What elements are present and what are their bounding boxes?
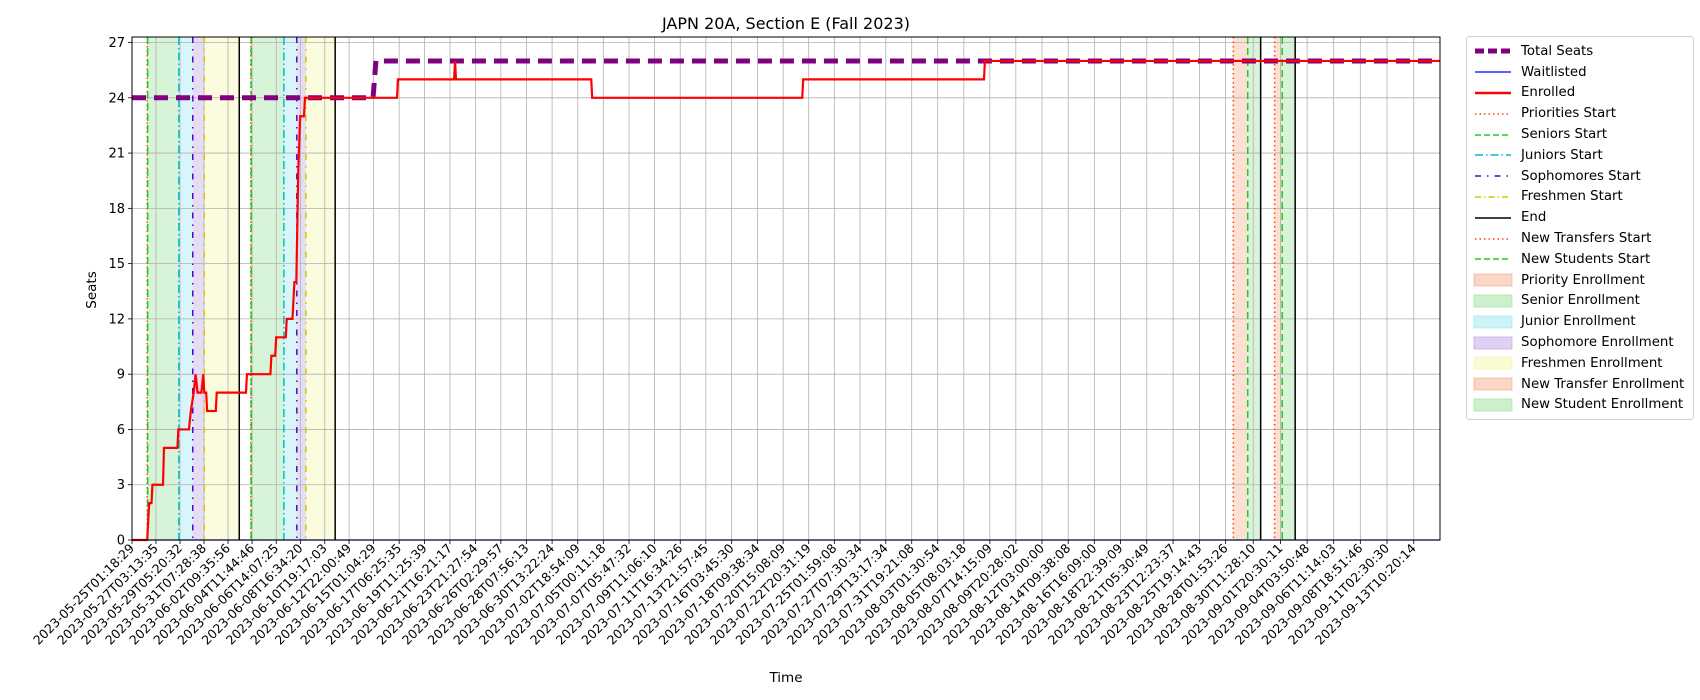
- y-axis-label: Seats: [84, 271, 100, 308]
- legend-label: Juniors Start: [1521, 147, 1603, 163]
- legend-item: Freshmen Start: [1473, 187, 1687, 208]
- y-tick-label: 18: [108, 202, 125, 217]
- legend-label: New Student Enrollment: [1521, 397, 1684, 413]
- legend-item: Junior Enrollment: [1473, 311, 1687, 332]
- legend-label: New Transfer Enrollment: [1521, 376, 1685, 392]
- phase-span: [178, 37, 193, 540]
- legend-item: Total Seats: [1473, 41, 1687, 62]
- x-axis-label: Time: [768, 670, 802, 686]
- legend-swatch: [1473, 315, 1513, 329]
- phase-lines: [146, 37, 1296, 540]
- legend-item: Freshmen Enrollment: [1473, 353, 1687, 374]
- legend-item: Enrolled: [1473, 83, 1687, 104]
- legend-item: Sophomores Start: [1473, 166, 1687, 187]
- y-tick-label: 9: [117, 368, 125, 383]
- phase-span: [305, 37, 336, 540]
- y-tick-label: 15: [108, 257, 125, 272]
- legend-swatch: [1473, 169, 1513, 183]
- legend-item: Juniors Start: [1473, 145, 1687, 166]
- legend-item: Seniors Start: [1473, 124, 1687, 145]
- legend-label: Junior Enrollment: [1521, 314, 1636, 330]
- legend-swatch: [1473, 336, 1513, 350]
- y-tick-label: 6: [117, 423, 125, 438]
- legend-item: New Transfers Start: [1473, 228, 1687, 249]
- phase-span: [251, 37, 284, 540]
- legend-label: Seniors Start: [1521, 127, 1607, 143]
- legend-item: End: [1473, 207, 1687, 228]
- y-tick-label: 21: [108, 147, 125, 162]
- x-ticks: 2023-05-25T01:18:292023-05-27T03:13:3520…: [30, 540, 1419, 648]
- phase-span: [296, 37, 306, 540]
- phase-span: [283, 37, 297, 540]
- phase-span: [1274, 37, 1283, 540]
- y-tick-label: 0: [117, 534, 125, 549]
- legend-item: New Student Enrollment: [1473, 395, 1687, 416]
- phase-spans: [147, 37, 1296, 540]
- y-tick-label: 12: [108, 312, 125, 327]
- legend-swatch: [1473, 86, 1513, 100]
- chart-title: JAPN 20A, Section E (Fall 2023): [661, 14, 910, 33]
- phase-span: [1233, 37, 1248, 540]
- y-ticks: 0 3 6 9 12 15 18 21 24 27: [108, 36, 132, 549]
- series-enrolled: [132, 59, 1440, 542]
- legend-item: New Transfer Enrollment: [1473, 374, 1687, 395]
- phase-span: [204, 37, 240, 540]
- legend-label: Freshmen Start: [1521, 189, 1623, 205]
- legend-label: Total Seats: [1521, 43, 1594, 59]
- legend-label: Waitlisted: [1521, 64, 1587, 80]
- legend-label: Enrolled: [1521, 85, 1576, 101]
- legend-swatch: [1473, 273, 1513, 287]
- y-tick-label: 27: [108, 36, 125, 51]
- legend-label: Sophomores Start: [1521, 168, 1641, 184]
- phase-span: [250, 37, 252, 540]
- phase-span: [192, 37, 205, 540]
- legend-swatch: [1473, 252, 1513, 266]
- phase-span: [147, 37, 148, 540]
- legend-swatch: [1473, 294, 1513, 308]
- legend-swatch: [1473, 211, 1513, 225]
- legend-label: New Transfers Start: [1521, 231, 1652, 247]
- legend-swatch: [1473, 148, 1513, 162]
- legend-item: Sophomore Enrollment: [1473, 332, 1687, 353]
- legend: Total Seats Waitlisted Enrolled Priorities …: [1466, 36, 1694, 420]
- legend-swatch: [1473, 232, 1513, 246]
- legend-item: New Students Start: [1473, 249, 1687, 270]
- phase-span: [1247, 37, 1261, 540]
- legend-swatch: [1473, 377, 1513, 391]
- legend-item: Senior Enrollment: [1473, 291, 1687, 312]
- legend-label: New Students Start: [1521, 251, 1651, 267]
- plot-frame: [131, 36, 1441, 541]
- y-tick-label: 3: [117, 478, 125, 493]
- legend-item: Waitlisted: [1473, 62, 1687, 83]
- legend-swatch: [1473, 44, 1513, 58]
- legend-label: Priorities Start: [1521, 106, 1616, 122]
- phase-span: [1282, 37, 1296, 540]
- legend-label: Freshmen Enrollment: [1521, 355, 1663, 371]
- legend-item: Priorities Start: [1473, 103, 1687, 124]
- legend-swatch: [1473, 128, 1513, 142]
- series-total-seats: [132, 58, 1440, 101]
- legend-swatch: [1473, 356, 1513, 370]
- legend-label: End: [1521, 210, 1547, 226]
- legend-label: Priority Enrollment: [1521, 272, 1645, 288]
- legend-swatch: [1473, 107, 1513, 121]
- legend-label: Senior Enrollment: [1521, 293, 1640, 309]
- legend-item: Priority Enrollment: [1473, 270, 1687, 291]
- legend-swatch: [1473, 190, 1513, 204]
- legend-swatch: [1473, 65, 1513, 79]
- y-tick-label: 24: [108, 91, 125, 106]
- legend-swatch: [1473, 398, 1513, 412]
- legend-label: Sophomore Enrollment: [1521, 335, 1674, 351]
